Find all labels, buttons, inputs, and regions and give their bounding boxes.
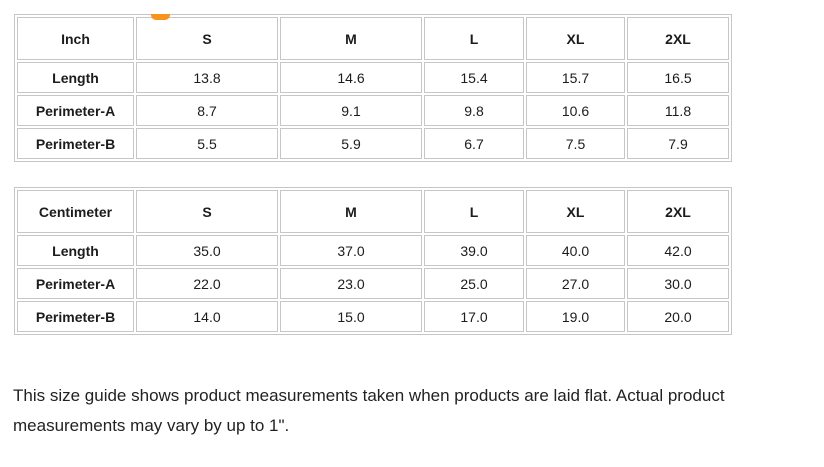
table-row: Perimeter-B 14.0 15.0 17.0 19.0 20.0 <box>17 301 729 332</box>
size-header-cell: M <box>280 17 422 60</box>
value-cell: 14.6 <box>280 62 422 93</box>
size-guide-disclaimer: This size guide shows product measuremen… <box>13 386 725 435</box>
value-cell: 15.4 <box>424 62 524 93</box>
value-cell: 37.0 <box>280 235 422 266</box>
table-row: Perimeter-A 8.7 9.1 9.8 10.6 11.8 <box>17 95 729 126</box>
table-row: Length 13.8 14.6 15.4 15.7 16.5 <box>17 62 729 93</box>
size-header-cell: L <box>424 190 524 233</box>
value-cell: 16.5 <box>627 62 729 93</box>
size-header-cell: XL <box>526 17 625 60</box>
table-row: Perimeter-B 5.5 5.9 6.7 7.5 7.9 <box>17 128 729 159</box>
size-table-inch: Inch S M L XL 2XL Length 13.8 14.6 15.4 … <box>14 14 732 162</box>
row-label-cell: Length <box>17 62 134 93</box>
size-table-centimeter: Centimeter S M L XL 2XL Length 35.0 37.0… <box>14 187 732 335</box>
value-cell: 40.0 <box>526 235 625 266</box>
row-label-cell: Length <box>17 235 134 266</box>
value-cell: 25.0 <box>424 268 524 299</box>
value-cell: 15.0 <box>280 301 422 332</box>
table-row: Length 35.0 37.0 39.0 40.0 42.0 <box>17 235 729 266</box>
value-cell: 42.0 <box>627 235 729 266</box>
value-cell: 7.9 <box>627 128 729 159</box>
value-cell: 19.0 <box>526 301 625 332</box>
value-cell: 39.0 <box>424 235 524 266</box>
value-cell: 10.6 <box>526 95 625 126</box>
value-cell: 30.0 <box>627 268 729 299</box>
value-cell: 8.7 <box>136 95 278 126</box>
unit-header-cell: Inch <box>17 17 134 60</box>
size-header-cell: L <box>424 17 524 60</box>
value-cell: 5.5 <box>136 128 278 159</box>
value-cell: 14.0 <box>136 301 278 332</box>
size-header-cell: S <box>136 190 278 233</box>
row-label-cell: Perimeter-A <box>17 268 134 299</box>
value-cell: 5.9 <box>280 128 422 159</box>
row-label-cell: Perimeter-B <box>17 128 134 159</box>
size-header-cell: 2XL <box>627 17 729 60</box>
value-cell: 35.0 <box>136 235 278 266</box>
size-header-cell: 2XL <box>627 190 729 233</box>
value-cell: 27.0 <box>526 268 625 299</box>
value-cell: 20.0 <box>627 301 729 332</box>
size-header-cell: XL <box>526 190 625 233</box>
unit-header-cell: Centimeter <box>17 190 134 233</box>
value-cell: 7.5 <box>526 128 625 159</box>
table-header-row: Centimeter S M L XL 2XL <box>17 190 729 233</box>
table-row: Perimeter-A 22.0 23.0 25.0 27.0 30.0 <box>17 268 729 299</box>
table-header-row: Inch S M L XL 2XL <box>17 17 729 60</box>
value-cell: 6.7 <box>424 128 524 159</box>
size-header-cell: M <box>280 190 422 233</box>
value-cell: 23.0 <box>280 268 422 299</box>
value-cell: 22.0 <box>136 268 278 299</box>
row-label-cell: Perimeter-B <box>17 301 134 332</box>
cut-off-heading-glyph <box>151 14 170 20</box>
value-cell: 13.8 <box>136 62 278 93</box>
row-label-cell: Perimeter-A <box>17 95 134 126</box>
value-cell: 9.1 <box>280 95 422 126</box>
value-cell: 15.7 <box>526 62 625 93</box>
value-cell: 11.8 <box>627 95 729 126</box>
value-cell: 17.0 <box>424 301 524 332</box>
size-header-cell: S <box>136 17 278 60</box>
value-cell: 9.8 <box>424 95 524 126</box>
